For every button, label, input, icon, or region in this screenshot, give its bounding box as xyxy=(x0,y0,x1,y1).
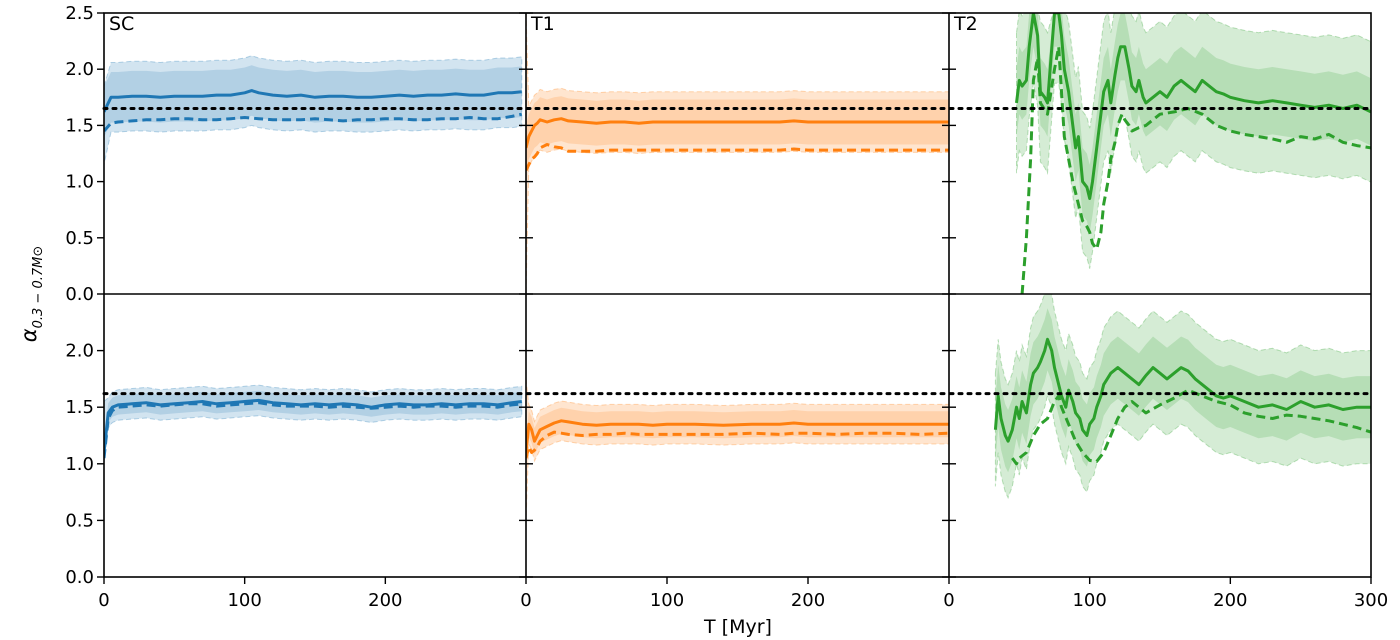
inner-band-0 xyxy=(104,65,522,138)
y-tick-label-top: 0.0 xyxy=(65,284,94,305)
dashed-series-line-0 xyxy=(104,112,523,133)
dashed-series-line-2 xyxy=(1020,45,1371,294)
x-tick-label: 100 xyxy=(650,590,684,611)
outer-band-4 xyxy=(526,378,949,521)
x-tick-label: 200 xyxy=(1213,590,1247,611)
series-lines-layer xyxy=(104,13,1371,466)
x-tick-label: 0 xyxy=(943,590,954,611)
y-tick-label-bottom: 2.0 xyxy=(65,341,94,362)
inner-band-4 xyxy=(526,407,949,466)
y-tick-label-bottom: 0.0 xyxy=(65,567,94,588)
y-tick-label-top: 2.5 xyxy=(65,3,94,24)
dashed-series-line-5 xyxy=(1011,388,1371,466)
panel-label-t2: T2 xyxy=(953,13,978,35)
inner-band-2 xyxy=(1016,13,1371,233)
solid-series-line-1 xyxy=(526,117,949,149)
y-axis-title-main: α xyxy=(17,328,41,342)
x-axis-title: T [Myr] xyxy=(703,616,772,638)
dashed-series-line-4 xyxy=(526,430,949,459)
panel-label-t1: T1 xyxy=(530,13,555,35)
solid-series-line-0 xyxy=(104,89,522,113)
inner-band-1 xyxy=(526,96,949,171)
y-tick-label-top: 1.5 xyxy=(65,115,94,136)
y-tick-label-bottom: 1.0 xyxy=(65,454,94,475)
solid-series-line-3 xyxy=(104,398,522,453)
solid-series-line-2 xyxy=(1015,13,1371,200)
outer-band-0 xyxy=(104,55,523,165)
x-tick-label: 200 xyxy=(791,590,825,611)
x-tick-label: 0 xyxy=(98,590,109,611)
solid-series-line-5 xyxy=(993,337,1371,443)
axes-frame-layer xyxy=(103,12,1372,578)
y-tick-label-bottom: 0.5 xyxy=(65,510,94,531)
outer-band-5 xyxy=(994,294,1371,500)
inner-band-3 xyxy=(104,390,522,463)
x-tick-label: 300 xyxy=(1354,590,1388,611)
y-tick-label-top: 0.5 xyxy=(65,228,94,249)
solid-series-line-4 xyxy=(526,419,949,453)
y-axis-title: α0.3 − 0.7M⊙ xyxy=(17,246,46,342)
y-tick-label-top: 1.0 xyxy=(65,172,94,193)
dashed-series-line-1 xyxy=(526,143,949,172)
outer-band-2 xyxy=(1016,13,1371,269)
reference-lines-layer xyxy=(102,107,1373,396)
labels-layer: 0.0 0.5 1.0 1.5 2.0 2.5 0.0 0.5 1.0 1.5 2.0 0 100 200… xyxy=(65,3,1388,611)
x-tick-label: 100 xyxy=(227,590,261,611)
panel-label-sc: SC xyxy=(109,13,134,35)
x-tick-label: 0 xyxy=(520,590,531,611)
x-tick-label: 100 xyxy=(1072,590,1106,611)
ticks-layer xyxy=(97,12,1372,584)
y-tick-label-top: 2.0 xyxy=(65,59,94,80)
y-tick-label-bottom: 1.5 xyxy=(65,397,94,418)
y-axis-title-subscript: 0.3 − 0.7M⊙ xyxy=(31,246,46,329)
x-tick-label: 200 xyxy=(368,590,402,611)
uncertainty-bands-layer xyxy=(104,13,1371,521)
outer-band-1 xyxy=(526,13,949,294)
axes-frame xyxy=(103,12,1372,578)
